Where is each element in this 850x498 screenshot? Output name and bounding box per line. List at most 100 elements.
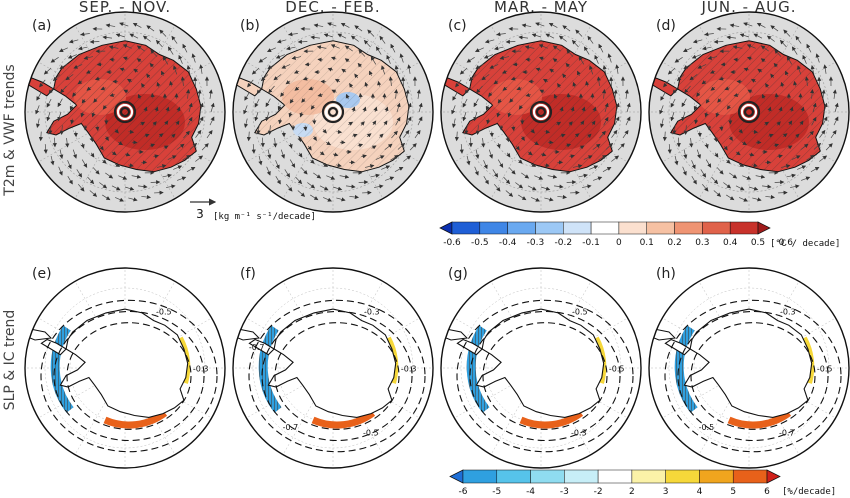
wind-vector xyxy=(738,162,745,167)
wind-vector xyxy=(524,45,535,50)
wind-vector xyxy=(327,22,337,27)
pole-marker xyxy=(743,106,755,118)
wind-vector xyxy=(183,130,190,139)
wind-vector xyxy=(128,129,135,134)
wind-vector xyxy=(459,144,464,154)
wind-vector xyxy=(280,92,285,97)
wind-vector xyxy=(340,22,350,28)
wind-vector xyxy=(486,118,491,125)
wind-vector xyxy=(308,86,314,91)
wind-vector xyxy=(303,125,308,132)
wind-vector xyxy=(171,35,178,44)
panel-label-b: (b) xyxy=(240,18,260,34)
wind-vector xyxy=(171,133,176,139)
wind-vector xyxy=(167,46,174,55)
wind-vector xyxy=(474,166,479,176)
wind-vector xyxy=(742,175,752,180)
wind-vector xyxy=(99,145,104,151)
wind-vector xyxy=(119,22,129,27)
wind-vector xyxy=(173,65,178,75)
wind-vector xyxy=(243,105,248,115)
wind-vector xyxy=(525,92,532,98)
wind-vector xyxy=(707,55,718,60)
wind-vector xyxy=(496,143,501,149)
wind-vector xyxy=(90,152,95,158)
wind-vector xyxy=(592,143,601,150)
wind-vector xyxy=(195,129,202,138)
wind-vector xyxy=(386,54,391,64)
wind-vector xyxy=(506,152,511,158)
wind-vector xyxy=(119,67,126,72)
wind-vector xyxy=(67,54,77,59)
wind-vector xyxy=(683,125,688,135)
wind-vector xyxy=(552,45,561,52)
wind-vector xyxy=(295,176,303,185)
wind-vector xyxy=(672,124,677,135)
wind-vector xyxy=(760,45,769,52)
wind-vector xyxy=(150,49,158,57)
colorbar-tick-label: -6 xyxy=(459,487,468,497)
wind-vector xyxy=(717,98,722,103)
wind-vector xyxy=(764,121,770,126)
wind-vector xyxy=(114,197,125,202)
wind-vector xyxy=(755,174,766,179)
wind-vector xyxy=(605,142,614,150)
wind-vector xyxy=(89,136,94,143)
wind-vector xyxy=(394,65,399,75)
map-panel-f: -0.3 -0.3 -0.5 -0.7 -0.7 xyxy=(233,268,433,468)
wind-vector xyxy=(791,46,798,55)
wind-vector xyxy=(579,145,585,150)
colorbar-segment xyxy=(732,469,768,484)
wind-vector xyxy=(131,174,142,179)
wind-vector xyxy=(603,116,609,126)
wind-vector xyxy=(72,149,77,159)
wind-vector xyxy=(123,89,129,94)
wind-vector xyxy=(544,129,551,134)
wind-vector xyxy=(508,167,516,175)
wind-vector xyxy=(302,76,309,81)
contour-label: -0.5 xyxy=(817,365,833,374)
wind-vector xyxy=(251,67,260,75)
wind-vector xyxy=(587,35,594,44)
wind-vector xyxy=(35,118,41,129)
ice-increase-band xyxy=(519,410,584,429)
wind-vector xyxy=(289,159,296,168)
wind-vector xyxy=(367,29,375,37)
wind-vector xyxy=(285,80,291,85)
wind-vector xyxy=(122,44,132,49)
pole-marker xyxy=(324,103,342,121)
wind-vector xyxy=(452,92,458,101)
wind-vector xyxy=(304,62,311,67)
wind-vector xyxy=(317,57,324,62)
wind-vector xyxy=(562,25,571,32)
wind-vector xyxy=(403,129,410,138)
wind-vector xyxy=(575,29,583,37)
panel-label-e: (e) xyxy=(32,266,52,282)
wind-vector xyxy=(682,166,687,176)
colorbar-segment xyxy=(479,221,508,235)
wind-vector xyxy=(752,163,758,168)
wind-vector xyxy=(810,166,820,172)
wind-vector xyxy=(594,54,599,64)
wind-vector xyxy=(713,190,722,197)
south-america-coastline xyxy=(441,327,469,341)
wind-vector xyxy=(691,176,697,185)
colorbar-tick-label: -3 xyxy=(560,487,569,497)
wind-vector xyxy=(297,190,306,197)
wind-vector xyxy=(813,142,822,150)
wind-vector xyxy=(86,86,92,91)
colorbar-tick-label: 5 xyxy=(730,487,736,497)
wind-vector xyxy=(48,86,55,95)
wind-vector xyxy=(80,32,90,37)
wind-vector xyxy=(409,143,417,151)
wind-vector xyxy=(617,143,625,151)
map-panel-h: -0.3 -0.5 -0.7 -0.5 xyxy=(649,268,849,468)
wind-vector xyxy=(349,83,354,88)
wind-vector xyxy=(178,54,183,64)
wind-vector xyxy=(164,120,169,126)
wind-vector xyxy=(566,92,571,99)
wind-vector xyxy=(337,33,347,39)
wind-vector xyxy=(417,116,423,126)
wind-vector xyxy=(598,154,607,161)
wind-vector xyxy=(58,166,63,176)
